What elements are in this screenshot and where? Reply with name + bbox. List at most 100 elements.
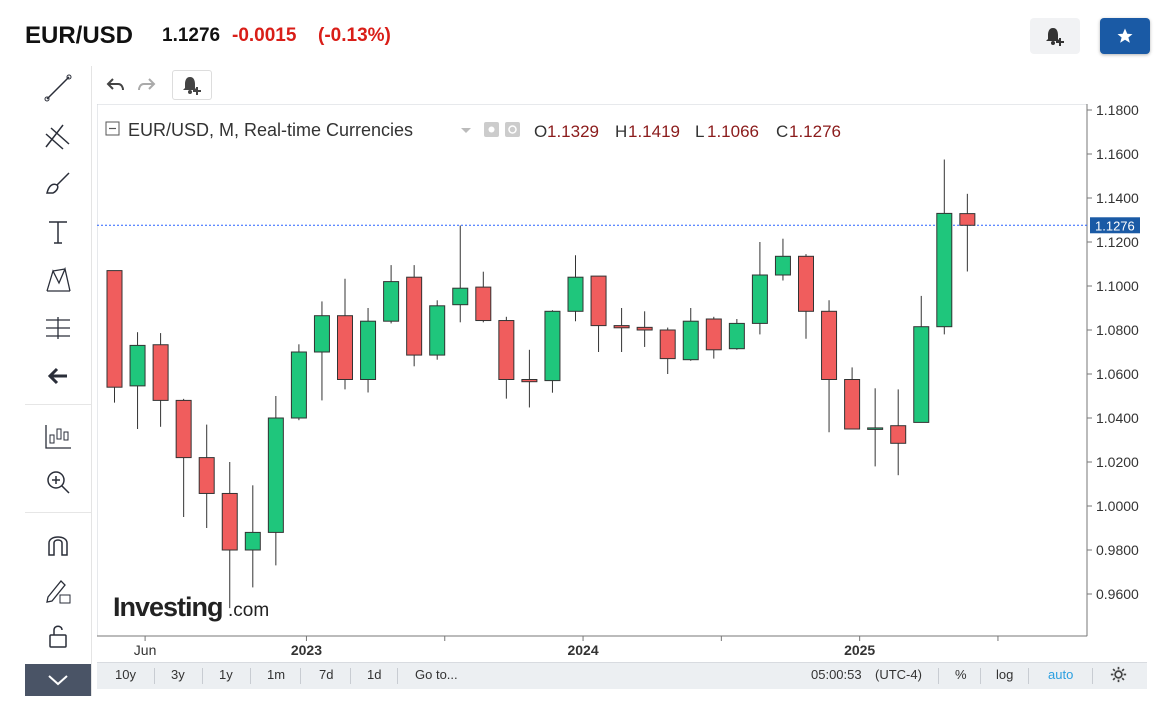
range-3y[interactable]: 3y	[171, 667, 185, 682]
candle	[452, 225, 469, 323]
trend-line-tool[interactable]	[25, 68, 91, 108]
last-price: 1.1276	[162, 25, 221, 46]
star-icon	[1117, 28, 1133, 43]
candle-body	[452, 287, 469, 306]
zoom-icon	[47, 471, 70, 494]
investing-watermark: Investing .com	[113, 592, 269, 622]
candle-body	[360, 320, 377, 380]
chart-alert-button[interactable]	[172, 70, 212, 100]
candle-body	[406, 276, 423, 356]
legend-dropdown-icon[interactable]	[461, 128, 471, 133]
tool-separator	[25, 512, 91, 513]
candle	[544, 310, 561, 393]
range-1d[interactable]: 1d	[367, 667, 382, 682]
candle	[613, 308, 630, 352]
range-1m[interactable]: 1m	[267, 667, 286, 682]
candle	[636, 311, 653, 347]
y-tick-label: 1.1800	[1096, 104, 1139, 118]
bottom-separator	[1092, 668, 1093, 684]
brush-tool[interactable]	[25, 164, 91, 204]
more-tools-button[interactable]	[25, 664, 91, 696]
price-change-percent: (-0.13%)	[318, 25, 391, 46]
candle-body	[636, 326, 653, 331]
percent-scale-button[interactable]: %	[955, 667, 967, 682]
bottom-separator	[938, 668, 939, 684]
candle-body	[613, 325, 630, 329]
current-price-text: 1.1276	[1095, 218, 1135, 233]
clock: 05:00:53	[811, 667, 862, 682]
candle	[152, 333, 169, 427]
candles	[106, 159, 976, 609]
candle-body	[106, 270, 123, 388]
settings-small-icon[interactable]	[505, 122, 520, 137]
chart-legend: EUR/USD, M, Real-time Currencies O 1.132…	[105, 120, 841, 141]
unlock-tool[interactable]	[25, 616, 91, 656]
y-tick-label: 1.1000	[1096, 278, 1139, 294]
candle	[337, 278, 353, 390]
candle-body	[751, 274, 768, 324]
candle	[867, 388, 884, 467]
candle	[936, 159, 953, 335]
redo-button[interactable]	[132, 70, 162, 98]
candle-body	[152, 344, 169, 401]
candle	[498, 316, 515, 399]
create-alert-button[interactable]	[1030, 18, 1080, 54]
fib-tool[interactable]	[25, 116, 91, 156]
candle	[475, 271, 492, 323]
bottom-separator	[350, 668, 351, 684]
range-1y[interactable]: 1y	[219, 667, 233, 682]
zoom-tool[interactable]	[25, 462, 91, 502]
measure-tool[interactable]	[25, 308, 91, 348]
range-10y[interactable]: 10y	[115, 667, 136, 682]
y-tick-label: 0.9800	[1096, 542, 1139, 558]
hide-toolbar-button[interactable]	[25, 356, 91, 396]
y-tick-label: 1.0000	[1096, 498, 1139, 514]
candle	[659, 327, 676, 374]
text-tool[interactable]	[25, 212, 91, 252]
pattern-tool[interactable]	[25, 260, 91, 300]
candle	[383, 265, 400, 324]
collapse-legend-icon[interactable]	[105, 121, 120, 136]
y-tick-label: 1.0400	[1096, 410, 1139, 426]
legend-h-label: H	[615, 122, 627, 141]
candle-body	[867, 427, 884, 430]
candle	[406, 265, 423, 367]
watermark-brand: Investing	[113, 592, 223, 622]
watchlist-star-button[interactable]	[1100, 18, 1150, 54]
undo-button[interactable]	[100, 70, 130, 98]
price-chart[interactable]: 1.1800 1.1600 1.1400 1.1200 1.1000 1.0800 1.06…	[96, 102, 1147, 662]
range-7d[interactable]: 7d	[319, 667, 334, 682]
timezone[interactable]: (UTC-4)	[875, 667, 922, 682]
log-scale-button[interactable]: log	[996, 667, 1014, 682]
candle-body	[290, 351, 307, 419]
candle	[244, 485, 261, 588]
indicators-tool[interactable]	[25, 416, 91, 456]
lock-drawing-tool[interactable]	[25, 570, 91, 610]
lock-drawing-icon	[46, 580, 71, 604]
brush-icon	[46, 172, 70, 194]
chart-settings-button[interactable]	[1110, 666, 1127, 686]
magnet-tool[interactable]	[25, 524, 91, 564]
candle-body	[798, 255, 814, 312]
redo-icon	[138, 78, 156, 91]
candle	[728, 319, 745, 350]
y-tick-label: 1.0800	[1096, 322, 1139, 338]
legend-open: 1.1329	[547, 122, 599, 141]
magnet-icon	[48, 536, 68, 556]
gear-icon	[1110, 666, 1127, 683]
candle-body	[337, 315, 353, 380]
candle-body	[913, 326, 930, 423]
candle	[567, 255, 584, 322]
chart-area[interactable]: 1.1800 1.1600 1.1400 1.1200 1.1000 1.0800 1.06…	[96, 102, 1147, 662]
measure-icon	[46, 317, 70, 339]
legend-c-label: C	[776, 122, 788, 141]
auto-scale-button[interactable]: auto	[1048, 667, 1074, 682]
pattern-icon	[46, 266, 71, 292]
candle	[798, 254, 814, 339]
goto-date-button[interactable]: Go to...	[415, 667, 458, 682]
arrow-left-icon	[47, 367, 67, 385]
candle	[821, 300, 838, 433]
chevron-down-icon	[48, 675, 68, 686]
bottom-separator	[250, 668, 251, 684]
y-tick-label: 1.1600	[1096, 146, 1139, 162]
